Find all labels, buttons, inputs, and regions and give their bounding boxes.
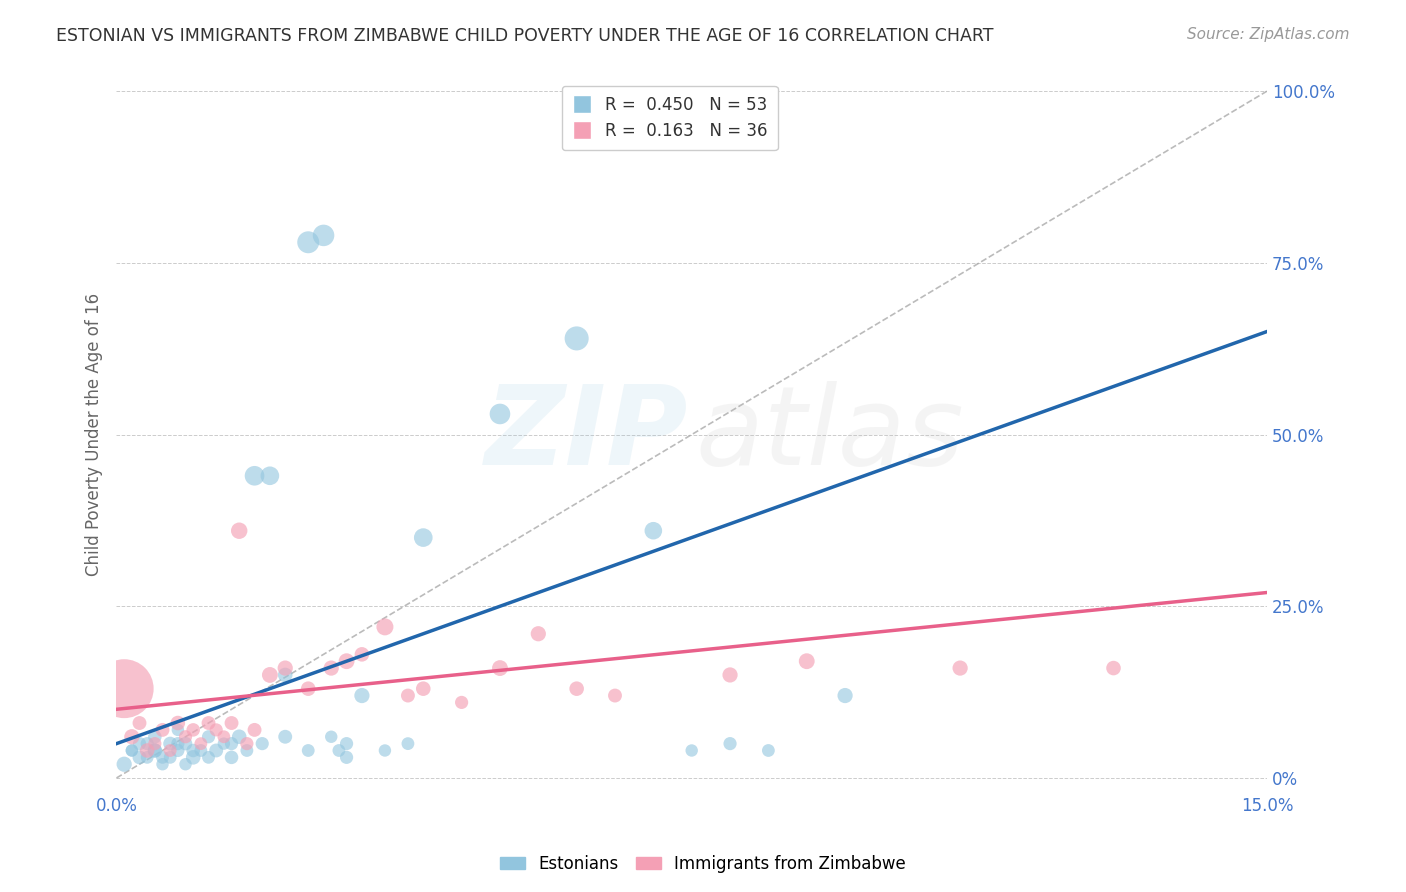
Point (243, 468, 266, 483)
Point (136, 743, 159, 757)
Point (143, 743, 166, 757)
Point (297, 681, 319, 696)
Point (259, 668, 281, 682)
Point (205, 743, 228, 757)
Point (174, 737, 197, 751)
Point (396, 689, 419, 703)
Point (374, 743, 396, 757)
Point (221, 750, 243, 764)
Point (197, 730, 219, 744)
Point (143, 743, 166, 757)
Point (350, 648, 373, 662)
Point (112, 681, 135, 696)
Point (335, 654, 357, 668)
Point (159, 737, 181, 751)
Point (221, 737, 243, 751)
Point (250, 737, 273, 751)
Point (181, 723, 204, 737)
Point (489, 661, 512, 675)
Point (718, 737, 741, 751)
Point (174, 730, 197, 744)
Point (121, 743, 143, 757)
Point (718, 668, 741, 682)
Legend: R =  0.450   N = 53, R =  0.163   N = 36: R = 0.450 N = 53, R = 0.163 N = 36 (562, 86, 778, 150)
Point (152, 723, 174, 737)
Point (128, 737, 150, 751)
Point (335, 737, 357, 751)
Point (174, 757, 197, 772)
Point (396, 737, 419, 751)
Point (681, 743, 703, 757)
Point (643, 524, 665, 538)
Point (197, 716, 219, 731)
Point (603, 689, 626, 703)
Point (159, 743, 181, 757)
Point (181, 750, 204, 764)
Point (197, 750, 219, 764)
Point (143, 737, 166, 751)
Point (121, 743, 143, 757)
Point (350, 689, 373, 703)
Point (565, 331, 588, 345)
Point (205, 723, 228, 737)
Point (243, 723, 266, 737)
Point (228, 524, 250, 538)
Text: ZIP: ZIP (485, 381, 689, 488)
Point (136, 737, 159, 751)
Point (834, 689, 856, 703)
Point (949, 661, 972, 675)
Point (212, 737, 235, 751)
Point (297, 235, 319, 250)
Point (489, 407, 512, 421)
Point (450, 695, 472, 709)
Text: Source: ZipAtlas.com: Source: ZipAtlas.com (1187, 27, 1350, 42)
Point (321, 661, 343, 675)
Text: ESTONIAN VS IMMIGRANTS FROM ZIMBABWE CHILD POVERTY UNDER THE AGE OF 16 CORRELATI: ESTONIAN VS IMMIGRANTS FROM ZIMBABWE CHI… (56, 27, 994, 45)
Point (121, 730, 143, 744)
Point (136, 750, 159, 764)
Point (166, 716, 188, 731)
Point (128, 716, 150, 731)
Point (166, 743, 188, 757)
Point (166, 737, 188, 751)
Legend: Estonians, Immigrants from Zimbabwe: Estonians, Immigrants from Zimbabwe (494, 848, 912, 880)
Point (128, 750, 150, 764)
Point (527, 626, 550, 640)
Point (412, 531, 434, 545)
Point (190, 737, 212, 751)
Point (565, 681, 588, 696)
Point (1102, 661, 1125, 675)
Point (335, 750, 357, 764)
Point (412, 681, 434, 696)
Point (181, 743, 204, 757)
Point (297, 743, 319, 757)
Point (374, 620, 396, 634)
Point (274, 668, 297, 682)
Point (274, 730, 297, 744)
Point (228, 730, 250, 744)
Y-axis label: Child Poverty Under the Age of 16: Child Poverty Under the Age of 16 (86, 293, 103, 576)
Point (328, 743, 350, 757)
Point (236, 737, 259, 751)
Point (159, 750, 181, 764)
Point (274, 661, 297, 675)
Point (321, 730, 343, 744)
Point (190, 743, 212, 757)
Point (221, 716, 243, 731)
Point (143, 730, 166, 744)
Point (796, 654, 818, 668)
Point (259, 468, 281, 483)
Point (166, 723, 188, 737)
Point (236, 743, 259, 757)
Point (112, 757, 135, 772)
Point (152, 757, 174, 772)
Point (212, 730, 235, 744)
Point (758, 743, 780, 757)
Text: atlas: atlas (695, 381, 963, 488)
Point (152, 750, 174, 764)
Point (312, 228, 335, 243)
